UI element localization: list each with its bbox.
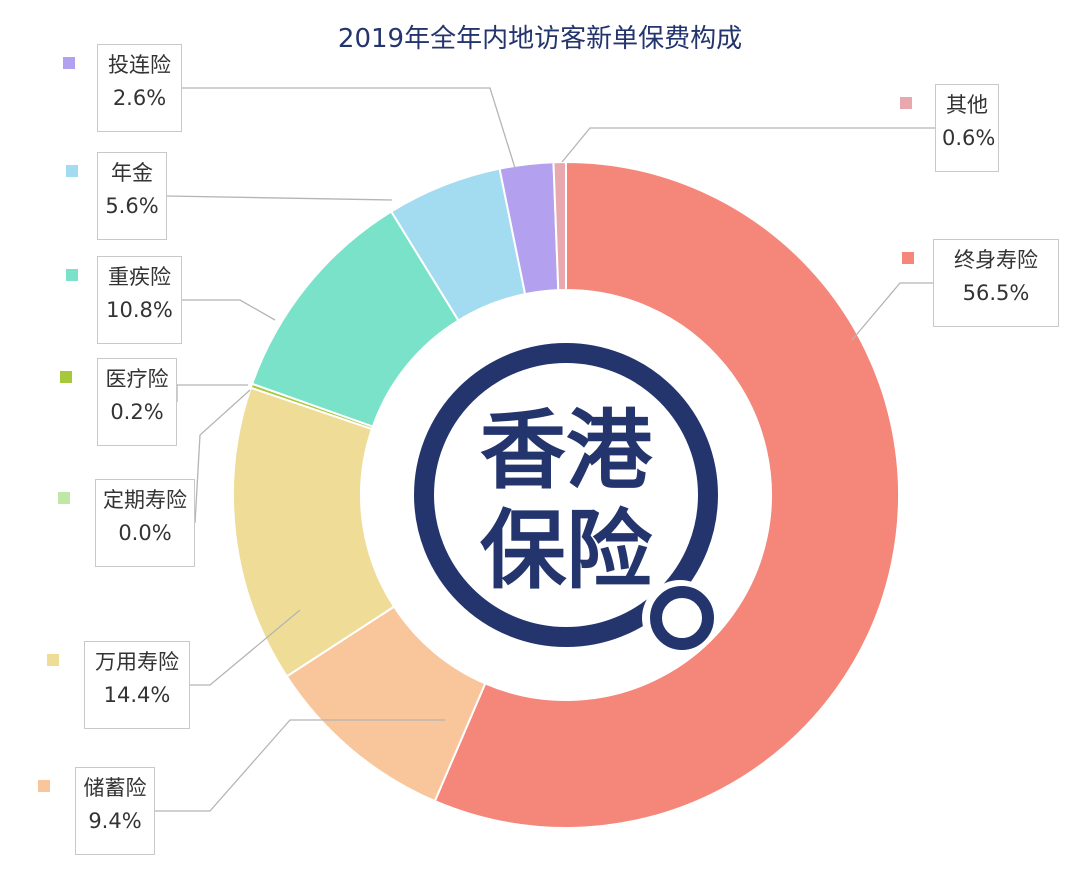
slice-value-label: 0.6% <box>942 125 996 150</box>
leader-line-other <box>561 127 935 163</box>
center-logo: 香港 保险 <box>414 343 718 656</box>
callout-critical-illness: 重疾险 10.8% <box>97 256 182 344</box>
slice-name-label: 万用寿险 <box>95 650 179 674</box>
logo-magnifier-dot <box>650 586 714 650</box>
logo-text-line1: 香港 <box>480 401 653 501</box>
callout-other: 其他 0.6% <box>935 84 999 172</box>
callout-medical: 医疗险 0.2% <box>97 358 177 446</box>
slice-name-label: 年金 <box>111 161 153 185</box>
slice-value-label: 5.6% <box>105 193 159 218</box>
slice-name-label: 其他 <box>946 93 988 117</box>
slice-value-label: 2.6% <box>112 85 167 110</box>
legend-swatch-whole-life <box>902 252 914 264</box>
callout-annuity: 年金 5.6% <box>97 152 167 240</box>
donut-slices <box>232 160 900 829</box>
callout-term-life: 定期寿险 0.0% <box>95 479 195 567</box>
leader-line-critical-illness <box>182 299 276 321</box>
logo-ring <box>414 343 718 647</box>
logo-text-line2: 保险 <box>480 501 653 601</box>
slice-whole-life <box>433 160 900 829</box>
leader-line-whole-life <box>851 282 933 341</box>
slice-value-label: 0.2% <box>110 399 164 424</box>
callout-investment-linked: 投连险 2.6% <box>97 44 182 132</box>
legend-swatch-annuity <box>66 165 78 177</box>
leader-line-medical <box>176 384 248 402</box>
leader-lines <box>155 87 935 812</box>
leader-line-savings <box>155 719 445 812</box>
legend-swatch-term-life <box>58 492 70 504</box>
slice-name-label: 医疗险 <box>105 367 169 391</box>
legend-swatch-savings <box>38 780 50 792</box>
leader-line-universal-life <box>190 609 301 686</box>
slice-name-label: 储蓄险 <box>83 776 147 800</box>
slice-value-label: 10.8% <box>106 297 173 322</box>
callout-savings: 储蓄险 9.4% <box>75 767 155 855</box>
callout-universal-life: 万用寿险 14.4% <box>84 641 190 729</box>
legend-swatch-critical-illness <box>66 269 78 281</box>
slice-other <box>552 160 567 292</box>
legend-swatch-universal-life <box>47 654 59 666</box>
slice-name-label: 投连险 <box>108 53 171 77</box>
legend-swatch-medical <box>60 371 72 383</box>
callout-whole-life: 终身寿险 56.5% <box>933 239 1059 327</box>
leader-line-annuity <box>166 195 393 201</box>
slice-value-label: 0.0% <box>118 520 172 545</box>
leader-line-investment-linked <box>182 87 516 169</box>
legend-swatch-investment-linked <box>63 57 75 69</box>
slice-name-label: 终身寿险 <box>954 248 1038 272</box>
slice-name-label: 重疾险 <box>108 265 171 289</box>
legend-swatch-other <box>900 97 912 109</box>
slice-value-label: 14.4% <box>103 682 171 707</box>
chart-title: 2019年全年内地访客新单保费构成 <box>337 24 743 54</box>
slice-name-label: 定期寿险 <box>103 488 187 512</box>
slice-value-label: 56.5% <box>962 280 1030 305</box>
slice-value-label: 9.4% <box>88 808 142 833</box>
leader-line-term-life <box>194 389 251 524</box>
